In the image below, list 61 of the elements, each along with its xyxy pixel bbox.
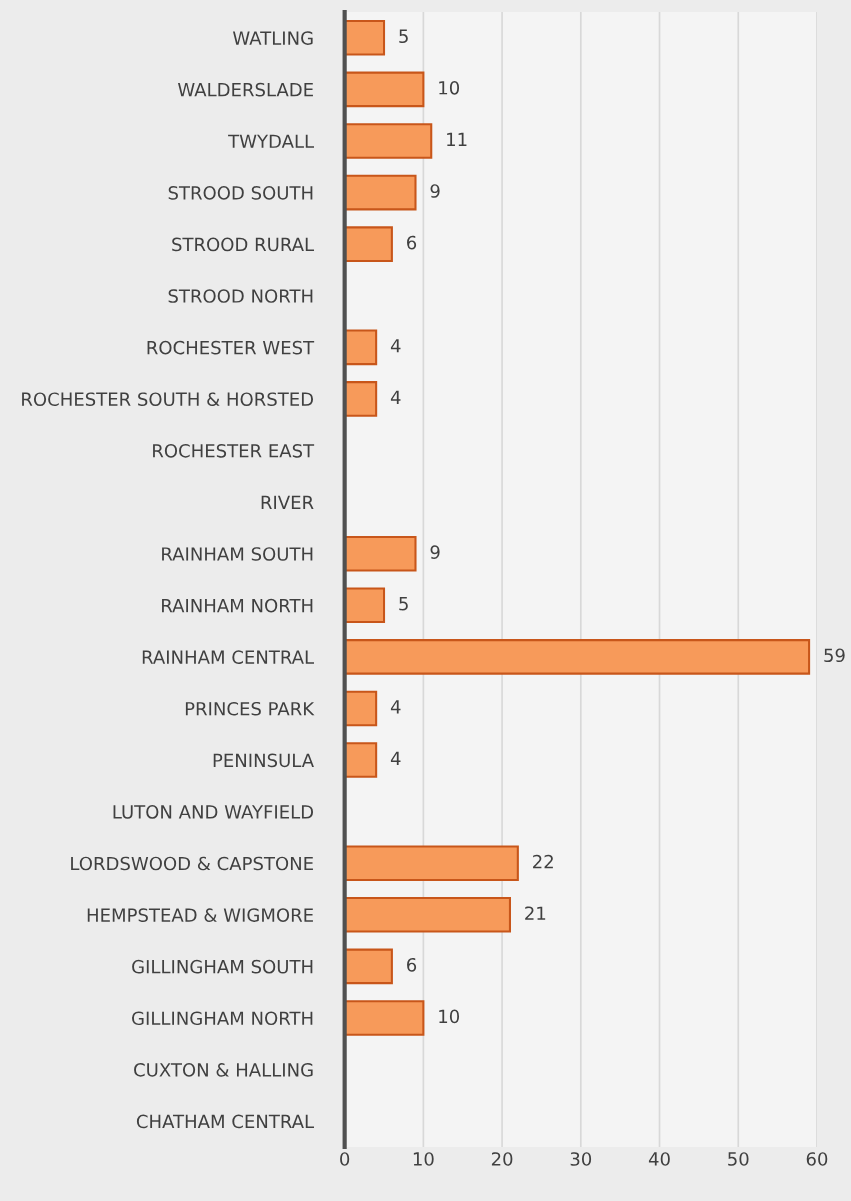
x-tick-label: 20 — [491, 1152, 513, 1166]
data-label: 11 — [447, 132, 467, 146]
data-label: 22 — [533, 854, 553, 869]
bar — [344, 329, 378, 366]
y-tick-label: RIVER — [261, 495, 314, 509]
y-tick-label: PRINCES PARK — [185, 701, 315, 716]
bar — [344, 690, 378, 727]
bar — [344, 381, 378, 417]
y-tick-label: RAINHAM SOUTH — [162, 547, 313, 561]
data-label: 59 — [824, 648, 845, 663]
bar — [344, 742, 378, 778]
y-tick-label: PENINSULA — [213, 753, 314, 768]
x-tick-label: 50 — [728, 1152, 749, 1166]
data-label: 4 — [390, 339, 401, 353]
data-label: 9 — [430, 184, 440, 198]
x-tick-label: 40 — [648, 1152, 670, 1166]
data-label: 5 — [399, 597, 408, 611]
y-tick-label: TWYDALL — [228, 134, 314, 148]
bar — [344, 71, 425, 108]
bar — [344, 226, 393, 262]
x-tick-label: 60 — [806, 1152, 828, 1166]
bar — [344, 897, 511, 933]
bar — [344, 174, 417, 211]
y-tick-label: LORDSWOOD & CAPSTONE — [71, 856, 313, 871]
y-tick-label: STROOD SOUTH — [168, 186, 313, 200]
y-tick-label: ROCHESTER SOUTH & HORSTED — [22, 392, 314, 407]
y-tick-label: RAINHAM NORTH — [162, 598, 313, 613]
data-label: 6 — [407, 957, 417, 972]
y-tick-label: LUTON AND WAYFIELD — [113, 805, 314, 819]
bar — [344, 535, 417, 572]
bar — [344, 1000, 425, 1036]
y-tick-label: WALDERSLADE — [177, 82, 313, 97]
data-label: 10 — [439, 80, 460, 95]
x-tick-label: 0 — [340, 1152, 350, 1166]
bar — [344, 123, 433, 159]
data-label: 4 — [390, 751, 401, 766]
bar — [344, 20, 386, 56]
data-label: 4 — [390, 390, 401, 404]
y-tick-label: CHATHAM CENTRAL — [136, 1114, 314, 1129]
y-tick-label: GILLINGHAM SOUTH — [132, 959, 313, 974]
y-tick-label: RAINHAM CENTRAL — [142, 650, 314, 664]
y-tick-label: WATLING — [232, 31, 313, 45]
data-label: 9 — [430, 545, 440, 559]
data-label: 4 — [390, 700, 401, 714]
bar — [344, 948, 393, 985]
data-label: 6 — [407, 235, 417, 250]
data-label: 10 — [439, 1009, 460, 1024]
y-tick-label: STROOD RURAL — [172, 237, 314, 252]
y-tick-label: GILLINGHAM NORTH — [132, 1011, 313, 1026]
bar — [344, 845, 519, 882]
y-tick-label: HEMPSTEAD & WIGMORE — [87, 908, 313, 922]
y-tick-label: ROCHESTER EAST — [153, 443, 315, 458]
y-tick-label: CUXTON & HALLING — [134, 1063, 313, 1077]
y-tick-label: STROOD NORTH — [168, 289, 313, 303]
bar — [344, 639, 811, 675]
bar — [344, 587, 386, 624]
x-tick-label: 30 — [570, 1152, 592, 1166]
data-label: 21 — [525, 906, 546, 920]
y-tick-label: ROCHESTER WEST — [147, 340, 315, 355]
data-label: 5 — [399, 29, 408, 44]
x-tick-label: 10 — [413, 1152, 434, 1166]
